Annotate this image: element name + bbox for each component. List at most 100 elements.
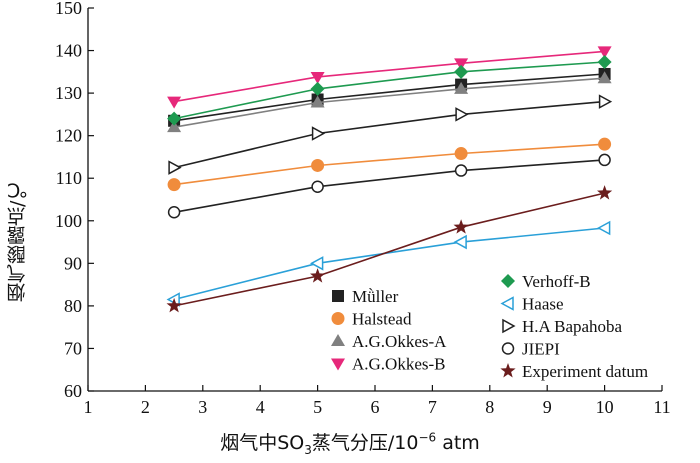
y-tick-label: 100: [55, 211, 82, 231]
data-point: [167, 96, 182, 109]
series-line: [173, 100, 605, 169]
legend-entry: Verhoff-B: [501, 272, 591, 291]
data-point: [597, 55, 612, 70]
legend-marker: [501, 274, 515, 288]
y-axis-ticks: 60 70 80 90 100 110 120 130 140 150: [55, 0, 94, 401]
data-point: [167, 111, 182, 126]
legend-marker: [500, 363, 516, 378]
legend-marker: [331, 334, 345, 346]
legend-label: Haase: [522, 295, 564, 314]
data-point: [166, 297, 182, 313]
legend-entry: A.G.Okkes-B: [331, 355, 446, 374]
data-point: [598, 94, 613, 109]
series-line: [173, 50, 605, 103]
legend: Mǜller Halstead A.G.Okkes-A A.G.Okkes-B Verh…: [331, 272, 648, 381]
data-point: [311, 126, 326, 141]
legend-marker: [332, 290, 344, 302]
data-point: [167, 120, 182, 133]
series-line: [173, 192, 605, 307]
legend-marker: [331, 358, 345, 371]
data-point: [311, 158, 325, 172]
legend-marker: [500, 296, 514, 311]
data-point: [597, 71, 612, 84]
data-point: [455, 107, 469, 122]
data-point: [454, 58, 469, 71]
x-tick-label: 8: [485, 397, 494, 417]
series-line: [173, 73, 605, 122]
x-tick-label: 11: [653, 397, 670, 417]
data-point: [598, 153, 611, 167]
x-tick-label: 10: [596, 397, 614, 417]
legend-marker: [501, 342, 515, 355]
data-point: [597, 46, 612, 59]
data-point: [311, 180, 324, 193]
series: [167, 55, 612, 126]
plot-area: [166, 46, 613, 313]
legend-marker: [331, 312, 345, 325]
data-point: [310, 268, 326, 283]
legend-label: Verhoff-B: [522, 272, 591, 291]
legend-label: A.G.Okkes-B: [352, 355, 446, 374]
series: [167, 153, 611, 219]
series-line: [173, 61, 605, 120]
data-point: [597, 185, 613, 200]
y-tick-label: 110: [56, 168, 82, 188]
data-point: [168, 160, 182, 175]
legend-entry: JIEPI: [501, 340, 560, 359]
data-point: [597, 220, 611, 236]
series: [167, 46, 612, 109]
series: [167, 137, 612, 192]
legend-entry: Experiment datum: [500, 362, 648, 381]
x-tick-label: 4: [256, 397, 265, 417]
data-point: [310, 71, 325, 84]
x-tick-label: 5: [313, 397, 322, 417]
series-line: [173, 77, 605, 128]
data-point: [167, 178, 181, 192]
legend-marker: [502, 318, 516, 334]
y-tick-label: 60: [64, 381, 82, 401]
series: [168, 94, 613, 175]
data-point: [454, 164, 468, 177]
y-tick-label: 90: [64, 253, 82, 273]
series: [167, 71, 612, 133]
x-tick-label: 1: [84, 397, 93, 417]
data-point: [453, 234, 467, 250]
y-axis-label: 烟气酸露点/℃: [6, 178, 29, 302]
data-point: [310, 256, 324, 271]
y-tick-label: 140: [55, 41, 82, 61]
series-line: [173, 227, 605, 301]
y-tick-label: 70: [64, 338, 82, 358]
y-tick-label: 120: [55, 126, 82, 146]
legend-label: Halstead: [352, 310, 412, 329]
legend-entry: Halstead: [331, 310, 412, 329]
data-point: [167, 206, 181, 219]
data-point: [598, 137, 612, 151]
x-tick-label: 7: [428, 397, 437, 417]
legend-label: Mǜller: [352, 287, 399, 306]
data-point: [453, 219, 469, 234]
series-line: [173, 143, 605, 186]
legend-entry: Haase: [500, 295, 564, 314]
x-axis-label: 烟气中SO3蒸气分压/10−6 atm: [220, 430, 480, 457]
series: [166, 185, 613, 313]
data-point: [454, 64, 469, 79]
legend-entry: H.A Bapahoba: [502, 317, 623, 336]
x-tick-label: 9: [543, 397, 552, 417]
x-tick-label: 3: [198, 397, 207, 417]
y-tick-label: 80: [64, 296, 82, 316]
x-tick-label: 2: [141, 397, 150, 417]
data-point: [454, 147, 468, 161]
x-tick-label: 6: [371, 397, 380, 417]
y-tick-label: 150: [55, 0, 82, 18]
data-point: [454, 81, 469, 94]
data-point: [310, 95, 325, 108]
data-point: [310, 81, 325, 96]
legend-entry: A.G.Okkes-A: [331, 332, 447, 351]
series: [168, 67, 611, 127]
y-tick-label: 130: [55, 83, 82, 103]
legend-entry: Mǜller: [332, 287, 399, 306]
x-axis-ticks: 1 2 3 4 5 6 7 8 9 10 11: [84, 385, 671, 417]
series-line: [173, 159, 605, 214]
legend-label: Experiment datum: [522, 362, 648, 381]
